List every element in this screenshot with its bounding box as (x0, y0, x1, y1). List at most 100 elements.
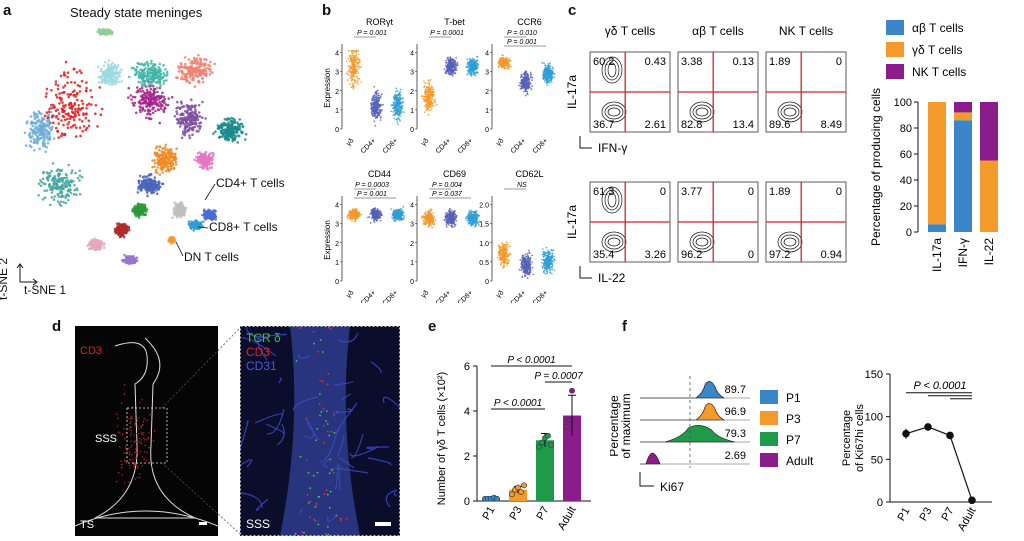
violin-ytick: 1.5 (479, 222, 489, 229)
tsne-cluster (193, 150, 215, 171)
violin-ytick: 2 (335, 241, 339, 248)
violin-title: CCR6 (517, 17, 542, 27)
quad-value: 0.94 (821, 249, 842, 261)
violin-ytick: 1 (485, 108, 489, 115)
data-point (515, 484, 521, 491)
flow-ylabel: IL-17a (565, 75, 579, 109)
tsne-cluster (136, 172, 165, 198)
tsne-cluster (171, 200, 188, 219)
histogram-curve (640, 452, 661, 465)
violin-group-label: γδ (495, 137, 505, 147)
data-point (946, 431, 954, 440)
panel-d-label: d (52, 318, 62, 335)
flow-plot: 61.3 0 35.4 3.26 (589, 181, 671, 263)
histogram-ylabel: of maximum (619, 393, 633, 458)
panel-c-label: c (568, 2, 577, 19)
quad-value: 35.4 (593, 249, 614, 261)
tsne-cluster (113, 222, 131, 239)
flow-column-title: NK T cells (779, 24, 833, 38)
legend-swatch (760, 411, 778, 425)
tsne-cluster (187, 219, 205, 232)
quad-value: 89.6 (769, 119, 790, 131)
quad-value: 0.43 (645, 56, 666, 68)
tsne-plot (16, 27, 248, 286)
histogram-value: 2.69 (725, 450, 746, 462)
violin-group-label: CD4+ (510, 289, 528, 303)
tsne-cluster (96, 27, 114, 37)
flow-panel: γδ T cells αβ T cells NK T cells 60.2 0.43 36… (565, 24, 847, 285)
violin-group-label: CD8+ (532, 289, 550, 303)
y-tick-label: 40 (900, 175, 912, 187)
y-tick-label: 150 (865, 369, 883, 381)
stacked-bar-segment (980, 160, 998, 232)
x-tick-label: P3 (917, 506, 934, 524)
quad-value: 8.49 (821, 119, 842, 131)
histogram-curve (640, 381, 726, 399)
tsne-cluster (37, 162, 84, 207)
sinus-outline (75, 510, 218, 527)
x-tick-label: P3 (507, 505, 524, 523)
panel-a-label: a (3, 2, 12, 19)
series-line (905, 426, 973, 501)
stain-label: TCR δ (246, 331, 281, 345)
violin-ytick: 3 (335, 222, 339, 229)
quad-value: 0 (748, 249, 754, 261)
quad-value: 1.89 (769, 186, 790, 198)
violin-ytick: 1.0 (479, 241, 489, 248)
histogram-xlabel: Ki67 (660, 480, 684, 494)
tsne-cluster (86, 237, 106, 252)
y-tick-label: 0 (877, 497, 883, 509)
violin-group-label: CD4+ (510, 137, 528, 155)
region-label: SSS (95, 433, 117, 445)
stacked-bar-segment (954, 120, 972, 232)
flow-ylabel: IL-17a (565, 205, 579, 239)
legend-swatch (760, 453, 778, 467)
stacked-bar-segment (954, 112, 972, 121)
panel-f-label: f (622, 318, 627, 335)
sinus-outline (94, 337, 196, 519)
tsne-cluster (175, 53, 216, 88)
violin-pval: P = 0.010 (507, 30, 537, 37)
data-point (563, 423, 569, 430)
tsne-axis-x: t-SNE 1 (24, 283, 67, 297)
violin-group-label: CD8+ (382, 289, 400, 303)
axis-arrow (639, 472, 654, 487)
violin-ytick: 1 (410, 260, 414, 267)
quad-value: 0 (836, 186, 842, 198)
data-point (494, 495, 500, 502)
stain-label: CD3 (80, 345, 102, 357)
violin-ytick: 2 (485, 89, 489, 96)
x-tick-label: P1 (895, 506, 912, 524)
flow-xlabel: IL-22 (598, 271, 626, 285)
violin-ytick: 4 (335, 203, 339, 210)
violin-title: CD69 (443, 169, 466, 179)
violin-ylabel: Expression (323, 68, 332, 108)
y-axis-label: Number of γδ T cells (×10²) (436, 372, 448, 505)
histogram-ylabel: Percentage (610, 395, 621, 457)
y-tick-label: 2 (464, 451, 470, 463)
quad-value: 60.2 (593, 56, 614, 68)
data-point (968, 496, 976, 505)
violin-pval: P = 0.0001 (430, 30, 464, 37)
histogram-value: 79.3 (725, 428, 746, 440)
image-background (75, 326, 218, 536)
violin-ytick: 0 (485, 127, 489, 134)
y-tick-label: 6 (464, 361, 470, 373)
x-tick-label: P7 (939, 506, 956, 524)
violin-group-label: γδ (345, 137, 355, 147)
x-tick-label: IFN-γ (956, 238, 970, 267)
x-tick-label: P7 (534, 505, 551, 523)
violin-subplot: CD69 0 1 2 3 4 γδ CD4+ CD8+ P = 0.004 P = 0.037 (410, 169, 481, 303)
tsne-axis-y: t-SNE 2 (0, 258, 10, 300)
stain-label: CD3 (246, 345, 270, 359)
violin-ytick: 1 (335, 260, 339, 267)
x-tick-label: IL-17a (930, 238, 944, 272)
violin-group-label: CD4+ (360, 137, 378, 155)
y-axis-label: Percentage (841, 410, 853, 466)
y-tick-label: 20 (900, 201, 912, 213)
flow-column-title: γδ T cells (605, 24, 655, 38)
stacked-bar-segment (954, 102, 972, 113)
region-label: TS (80, 519, 94, 531)
violin-ytick: 3 (335, 70, 339, 77)
